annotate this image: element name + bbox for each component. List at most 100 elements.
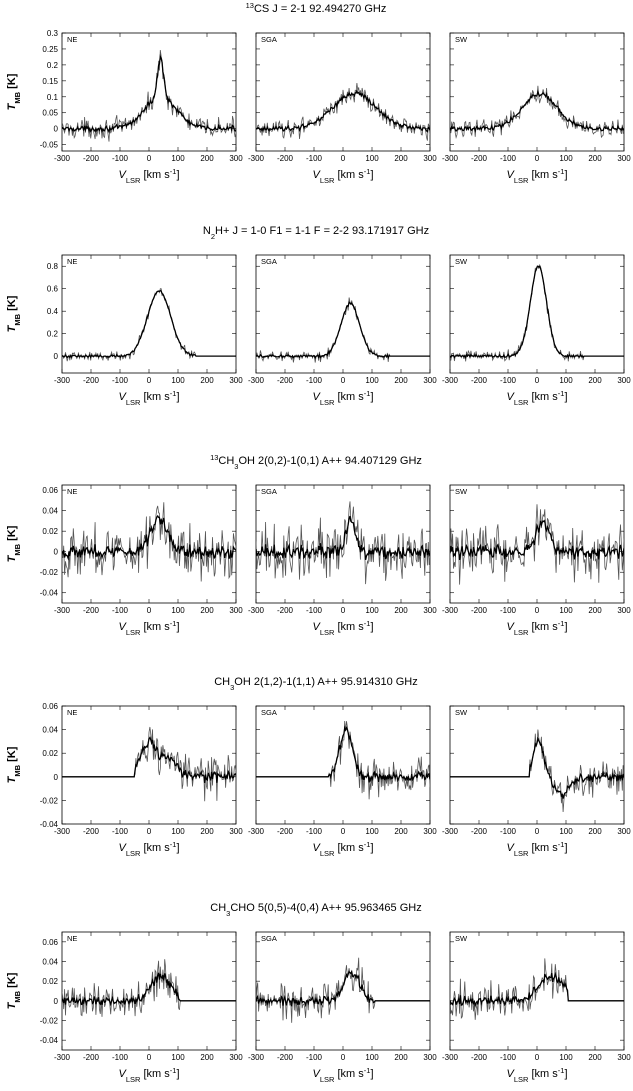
x-tick-label: 0 [341, 154, 346, 163]
x-tick-label: -200 [277, 606, 294, 615]
x-tick-label: 100 [365, 827, 379, 836]
y-tick-label: 0.2 [47, 61, 59, 70]
x-tick-label: -100 [500, 376, 517, 385]
x-tick-label: 300 [229, 376, 243, 385]
x-tick-label: 100 [171, 1053, 185, 1062]
x-tick-label: 0 [147, 376, 152, 385]
row-title: 13CH3OH 2(0,2)-1(0,1) A++ 94.407129 GHz [210, 453, 422, 471]
x-tick-label: 0 [341, 827, 346, 836]
x-tick-label: 0 [341, 376, 346, 385]
plot-frame [61, 484, 237, 604]
raw-spectrum-line [256, 297, 430, 363]
x-tick-label: 0 [535, 1053, 540, 1062]
x-tick-label: 200 [394, 827, 408, 836]
panel-sga: -300 -200 -100 0 100 200 300 SGA VLSR [km s-1] [248, 705, 437, 858]
y-tick-label: 0.15 [42, 77, 58, 86]
y-tick-label: -0.02 [40, 568, 59, 577]
panel-ne: -300 -200 -100 0 100 200 300 -0.05 0 0.05 0.1 0.15 0… [40, 29, 243, 185]
panel-label: NE [67, 487, 77, 496]
x-tick-label: -100 [500, 1053, 517, 1062]
panel-label: NE [67, 257, 77, 266]
y-tick-label: 0 [54, 548, 59, 557]
panel-sga: -300 -200 -100 0 100 200 300 SGA VLSR [km s-1] [248, 254, 437, 407]
x-tick-label: -300 [248, 827, 265, 836]
x-tick-label: 0 [147, 1053, 152, 1062]
x-tick-label: -100 [112, 606, 129, 615]
y-axis-label: TMB [K] [6, 73, 22, 110]
panel-sw: -300 -200 -100 0 100 200 300 SW VLSR [km s-1] [442, 484, 631, 637]
x-tick-label: 300 [617, 827, 631, 836]
x-axis-label: VLSR [km s-1] [312, 619, 373, 637]
smoothed-spectrum-line [62, 736, 236, 783]
y-tick-label: 0.25 [42, 45, 58, 54]
x-axis-label: VLSR [km s-1] [118, 840, 179, 858]
smoothed-spectrum-line [256, 89, 430, 133]
x-tick-label: -200 [471, 1053, 488, 1062]
x-tick-label: -100 [306, 1053, 323, 1062]
x-tick-label: 100 [171, 606, 185, 615]
x-tick-label: -200 [471, 827, 488, 836]
y-tick-label: 0 [54, 997, 59, 1006]
y-tick-label: 0.6 [47, 285, 59, 294]
x-tick-label: 100 [559, 827, 573, 836]
smoothed-spectrum-line [256, 725, 430, 783]
x-tick-label: -300 [248, 1053, 265, 1062]
y-tick-label: 0.02 [42, 977, 58, 986]
x-tick-label: -200 [471, 606, 488, 615]
y-tick-label: 0.04 [42, 507, 58, 516]
x-tick-label: -300 [442, 827, 459, 836]
panel-ne: -300 -200 -100 0 100 200 300 -0.04 -0.02 0 0.02 0.0… [40, 702, 243, 858]
y-tick-label: 0.06 [42, 486, 58, 495]
panel-ne: -300 -200 -100 0 100 200 300 0 0.2 0.4 0.6 0.8 NE VLS… [47, 254, 243, 407]
x-tick-label: 200 [394, 154, 408, 163]
panel-label: NE [67, 708, 77, 717]
row-title: CH3CHO 5(0,5)-4(0,4) A++ 95.963465 GHz [210, 902, 421, 918]
raw-spectrum-line [62, 49, 236, 142]
raw-spectrum-line [62, 288, 236, 362]
y-tick-label: 0.06 [42, 938, 58, 947]
x-tick-label: -300 [248, 376, 265, 385]
plot-frame [255, 705, 431, 825]
smoothed-spectrum-line [450, 736, 624, 799]
x-tick-label: 200 [200, 1053, 214, 1062]
x-tick-label: -300 [54, 1053, 71, 1062]
row-title: CH3OH 2(1,2)-1(1,1) A++ 95.914310 GHz [214, 676, 418, 692]
smoothed-spectrum-line [62, 514, 236, 561]
panel-sga: -300 -200 -100 0 100 200 300 SGA VLSR [km s-1] [248, 484, 437, 637]
y-tick-label: -0.05 [40, 141, 59, 150]
y-tick-label: 0 [54, 352, 59, 361]
x-tick-label: 200 [394, 1053, 408, 1062]
x-tick-label: 300 [229, 606, 243, 615]
x-axis-label: VLSR [km s-1] [118, 1066, 179, 1084]
x-tick-label: 200 [200, 376, 214, 385]
x-tick-label: 300 [423, 1053, 437, 1062]
x-tick-label: 200 [588, 154, 602, 163]
x-tick-label: 0 [535, 827, 540, 836]
y-tick-label: -0.04 [40, 1036, 59, 1045]
panel-label: SW [455, 487, 468, 496]
x-tick-label: 100 [365, 1053, 379, 1062]
y-tick-label: 0.06 [42, 702, 58, 711]
x-axis-label: VLSR [km s-1] [506, 619, 567, 637]
panel-sga: -300 -200 -100 0 100 200 300 SGA VLSR [km s-1] [248, 32, 437, 185]
y-tick-label: -0.02 [40, 796, 59, 805]
panel-label: NE [67, 35, 77, 44]
panel-label: SGA [261, 708, 277, 717]
panel-ne: -300 -200 -100 0 100 200 300 -0.04 -0.02 0 0.02 0.0… [40, 931, 243, 1084]
x-tick-label: 100 [559, 1053, 573, 1062]
x-tick-label: 100 [559, 376, 573, 385]
x-tick-label: -200 [277, 827, 294, 836]
x-tick-label: -100 [306, 606, 323, 615]
panel-label: NE [67, 934, 77, 943]
x-tick-label: -200 [83, 1053, 100, 1062]
smoothed-spectrum-line [62, 54, 236, 134]
raw-spectrum-line [62, 502, 236, 582]
plot-frame [255, 254, 431, 374]
x-axis-label: VLSR [km s-1] [312, 840, 373, 858]
row-title: N2H+ J = 1-0 F1 = 1-1 F = 2-2 93.171917 … [203, 225, 429, 241]
smoothed-spectrum-line [256, 515, 430, 560]
smoothed-spectrum-line [450, 89, 624, 133]
x-axis-label: VLSR [km s-1] [118, 619, 179, 637]
y-tick-label: 0.3 [47, 29, 59, 38]
x-tick-label: -100 [306, 827, 323, 836]
